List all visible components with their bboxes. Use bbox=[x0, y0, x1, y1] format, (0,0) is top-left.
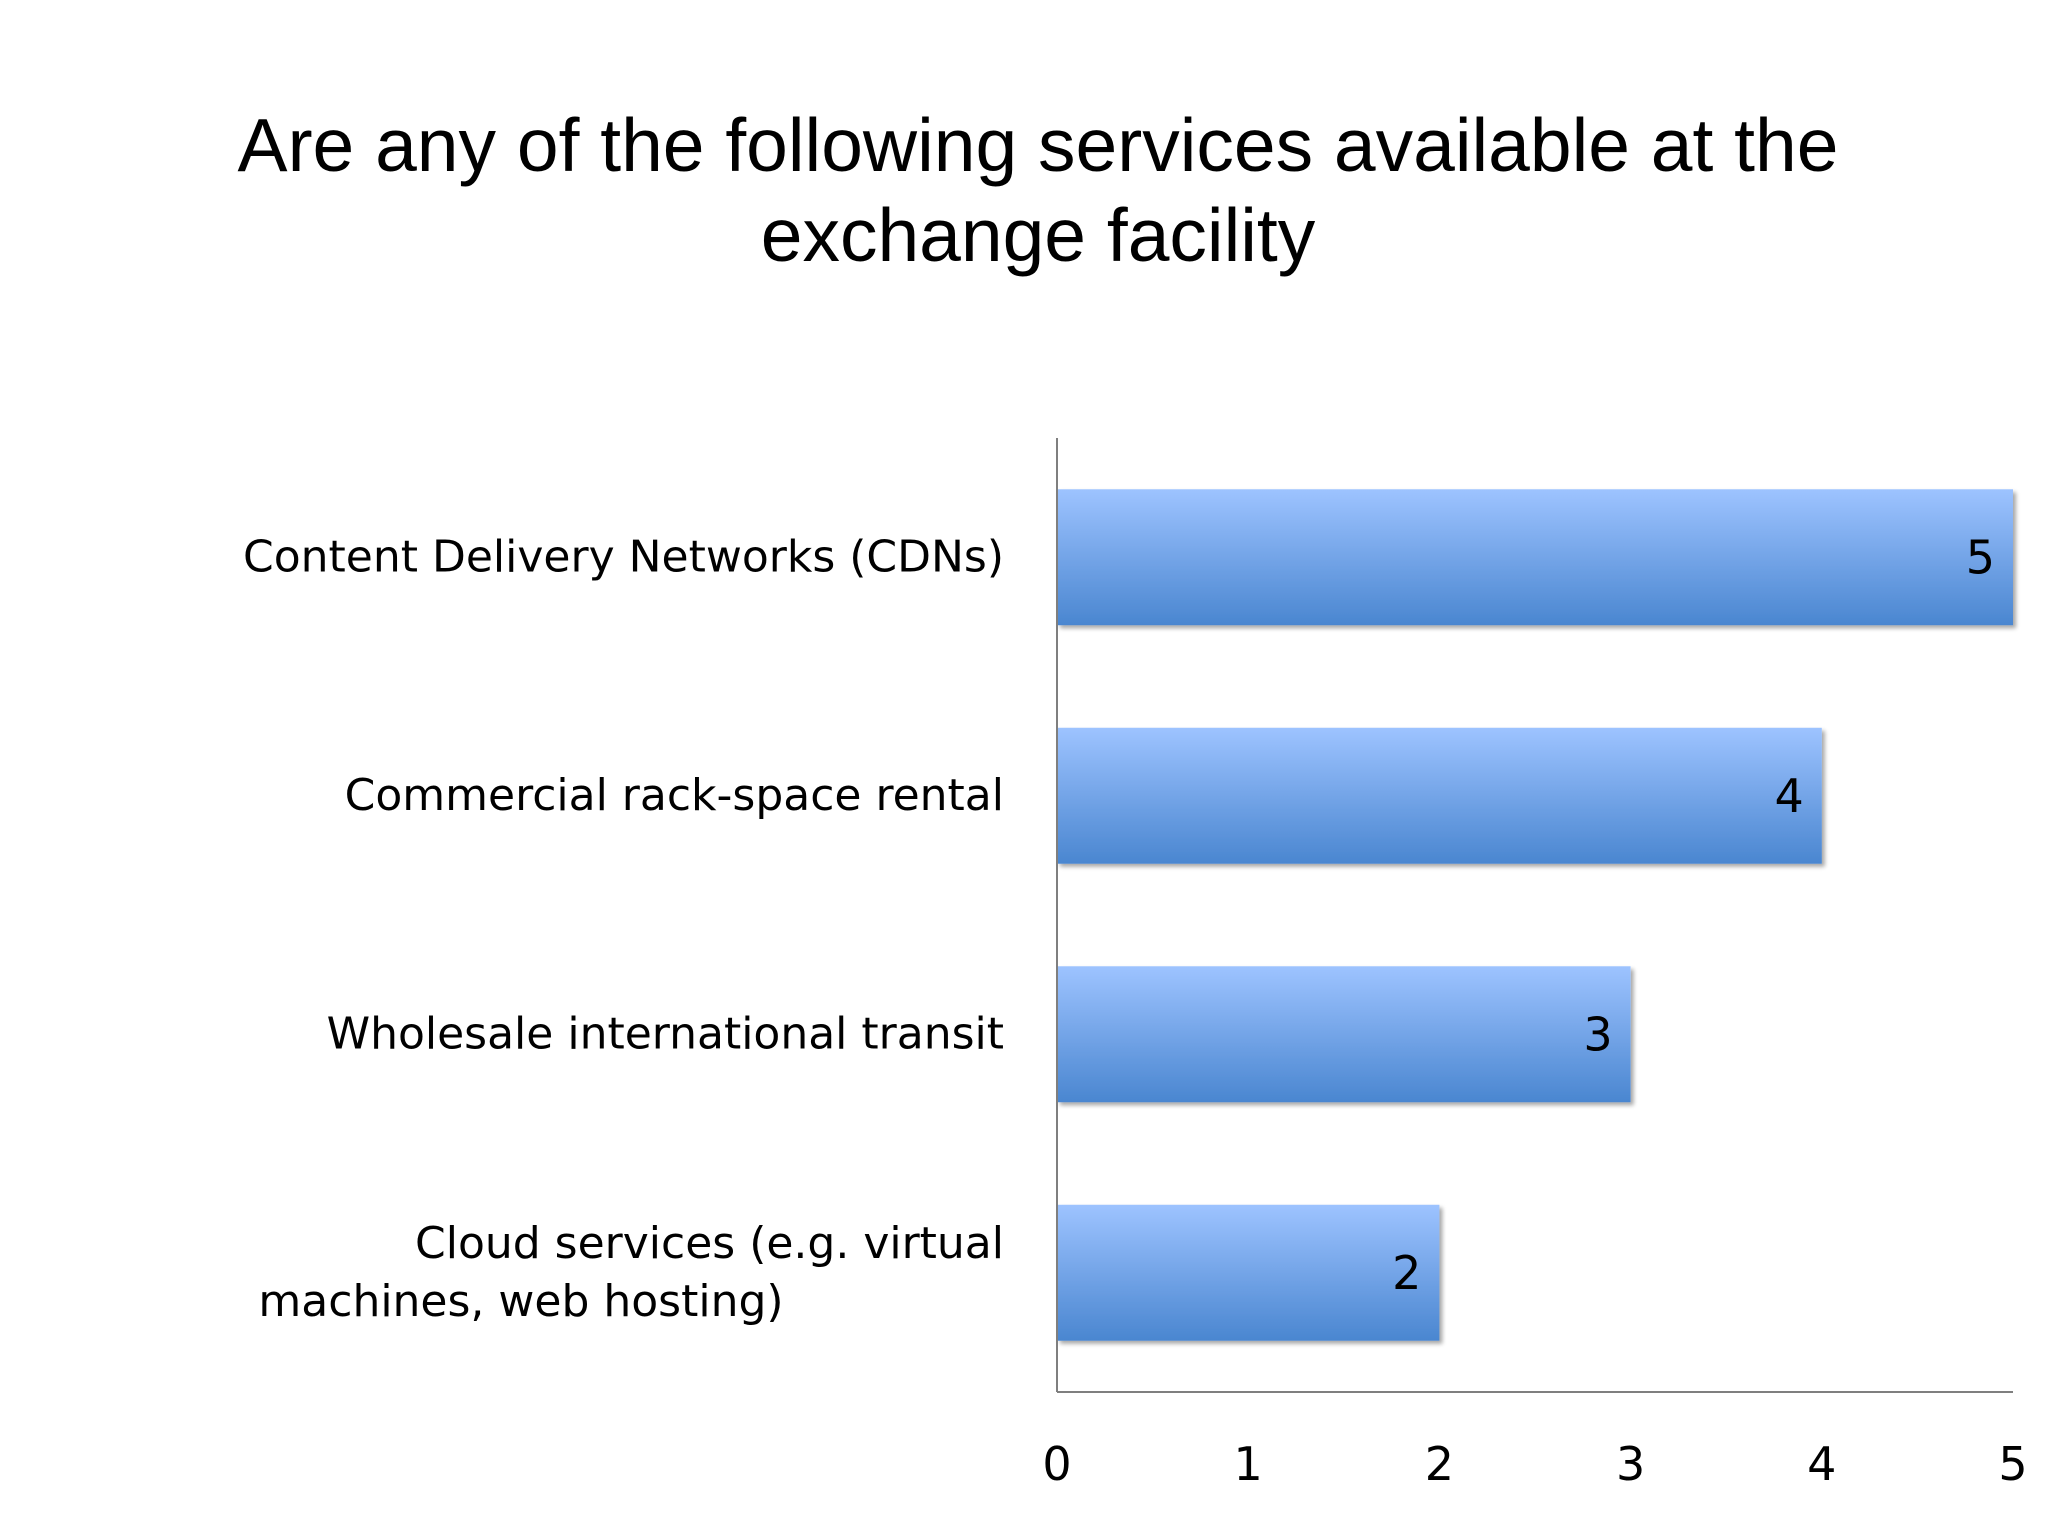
x-tick-4: 4 bbox=[1807, 1437, 1836, 1491]
x-tick-5: 5 bbox=[1998, 1437, 2027, 1491]
x-tick-3: 3 bbox=[1616, 1437, 1645, 1491]
category-labels: Content Delivery Networks (CDNs) Commerci… bbox=[243, 531, 1004, 1327]
x-tick-0: 0 bbox=[1042, 1437, 1071, 1491]
x-tick-1: 1 bbox=[1234, 1437, 1263, 1491]
axes bbox=[1056, 438, 2013, 1393]
category-label-2: Commercial rack-space rental bbox=[345, 770, 1004, 821]
bar-1 bbox=[1057, 489, 2013, 626]
data-label-2: 4 bbox=[1775, 769, 1804, 823]
bars: 5 4 3 2 bbox=[1057, 489, 2013, 1341]
category-label-1: Content Delivery Networks (CDNs) bbox=[243, 531, 1004, 582]
bar-4 bbox=[1057, 1204, 1440, 1341]
category-label-4: Cloud services (e.g. virtual machines, we… bbox=[258, 1218, 1004, 1327]
data-label-4: 2 bbox=[1392, 1246, 1421, 1300]
bar-3 bbox=[1057, 966, 1631, 1103]
data-label-1: 5 bbox=[1966, 530, 1995, 584]
category-label-3: Wholesale international transit bbox=[327, 1008, 1004, 1059]
x-tick-2: 2 bbox=[1425, 1437, 1454, 1491]
chart-title: Are any of the following services availa… bbox=[237, 103, 1839, 277]
data-label-3: 3 bbox=[1583, 1007, 1612, 1061]
bar-2 bbox=[1057, 727, 1822, 864]
x-axis-tick-labels: 0 1 2 3 4 5 bbox=[1042, 1437, 2027, 1491]
